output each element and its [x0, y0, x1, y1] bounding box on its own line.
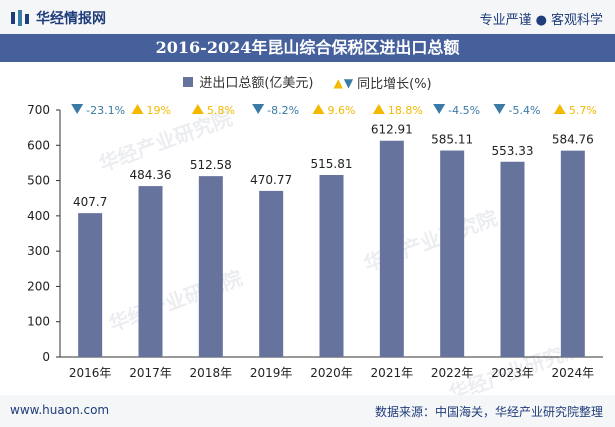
bar — [319, 174, 344, 357]
y-tick-label: 500 — [27, 174, 50, 188]
brand: 华经情报网 — [10, 8, 106, 28]
bar — [560, 150, 585, 357]
bar-value-label: 407.7 — [73, 195, 107, 209]
growth-up-triangle-icon — [191, 104, 204, 114]
tagline-right: 客观科学 — [550, 13, 603, 28]
bar — [78, 213, 103, 357]
growth-down-triangle-icon — [252, 104, 265, 114]
growth-rate-label: 5.8% — [207, 104, 235, 117]
growth-rate-label: -5.4% — [509, 104, 541, 117]
footer-site: www.huaon.com — [10, 403, 110, 417]
legend-up-triangle-icon: ▲ — [333, 75, 343, 90]
y-tick-label: 0 — [42, 350, 50, 364]
x-tick-label: 2017年 — [129, 366, 172, 380]
tagline-dot: ● — [535, 13, 547, 28]
bar — [500, 161, 525, 357]
growth-rate-label: 9.6% — [328, 104, 356, 117]
bar — [259, 190, 284, 357]
growth-up-triangle-icon — [131, 104, 144, 114]
y-tick-label: 200 — [27, 279, 50, 293]
growth-down-triangle-icon — [493, 104, 506, 114]
growth-rate-label: -4.5% — [448, 104, 480, 117]
bar — [198, 176, 223, 357]
y-tick-label: 400 — [27, 209, 50, 223]
y-tick-label: 600 — [27, 138, 50, 152]
y-tick-label: 100 — [27, 315, 50, 329]
brand-name: 华经情报网 — [36, 11, 106, 27]
bar-value-label: 553.33 — [492, 144, 534, 158]
legend-item-total: 进出口总额(亿美元) — [183, 72, 314, 91]
legend-growth-label: 同比增长(%) — [357, 77, 432, 92]
x-tick-label: 2021年 — [371, 366, 414, 380]
tagline-left: 专业严谨 — [479, 13, 532, 28]
bar-value-label: 515.81 — [311, 157, 353, 171]
y-tick-label: 300 — [27, 244, 50, 258]
bar — [138, 186, 163, 357]
x-tick-label: 2020年 — [310, 366, 353, 380]
bar-value-label: 612.91 — [371, 123, 413, 137]
legend-item-growth: ▲ ▼ 同比增长(%) — [333, 73, 432, 93]
footer-source: 数据来源：中国海关，华经产业研究院整理 — [374, 405, 603, 419]
legend-bar-label: 进出口总额(亿美元) — [199, 76, 314, 91]
growth-rate-label: -23.1% — [86, 104, 125, 117]
growth-up-triangle-icon — [312, 104, 325, 114]
bar-value-label: 584.76 — [552, 133, 594, 147]
x-tick-label: 2024年 — [552, 366, 595, 380]
bar-value-label: 585.11 — [431, 133, 473, 147]
growth-rate-label: 19% — [147, 104, 171, 117]
bar — [379, 140, 404, 357]
x-tick-label: 2016年 — [69, 366, 112, 380]
growth-rate-label: 5.7% — [569, 104, 597, 117]
y-tick-label: 700 — [27, 103, 50, 117]
legend-bar-swatch — [183, 76, 194, 87]
legend-down-triangle-icon: ▼ — [343, 75, 354, 90]
x-tick-label: 2023年 — [491, 366, 534, 380]
tagline: 专业严谨 ● 客观科学 — [480, 9, 603, 28]
bar-chart: 0 100 200 300 400 500 600 700 407.7 2016年 -23.1% 48… — [27, 103, 603, 380]
growth-down-triangle-icon — [433, 104, 446, 114]
chart-title: 2016-2024年昆山综合保税区进出口总额 — [0, 34, 615, 62]
growth-up-triangle-icon — [372, 104, 385, 114]
top-bar: 华经情报网 专业严谨 ● 客观科学 — [0, 0, 615, 34]
growth-down-triangle-icon — [71, 104, 84, 114]
bar-value-label: 470.77 — [250, 173, 292, 187]
growth-up-triangle-icon — [553, 104, 566, 114]
growth-rate-label: -8.2% — [267, 104, 299, 117]
brand-logo-icon — [11, 10, 29, 26]
footer: www.huaon.com 数据来源：中国海关，华经产业研究院整理 — [0, 395, 615, 427]
growth-rate-label: 18.8% — [388, 104, 423, 117]
bar-value-label: 512.58 — [190, 158, 232, 172]
bar-value-label: 484.36 — [130, 168, 172, 182]
x-tick-label: 2018年 — [190, 366, 233, 380]
x-tick-label: 2022年 — [431, 366, 474, 380]
x-tick-label: 2019年 — [250, 366, 293, 380]
chart-legend: 进出口总额(亿美元) ▲ ▼ 同比增长(%) — [0, 72, 615, 92]
bar — [440, 150, 465, 357]
